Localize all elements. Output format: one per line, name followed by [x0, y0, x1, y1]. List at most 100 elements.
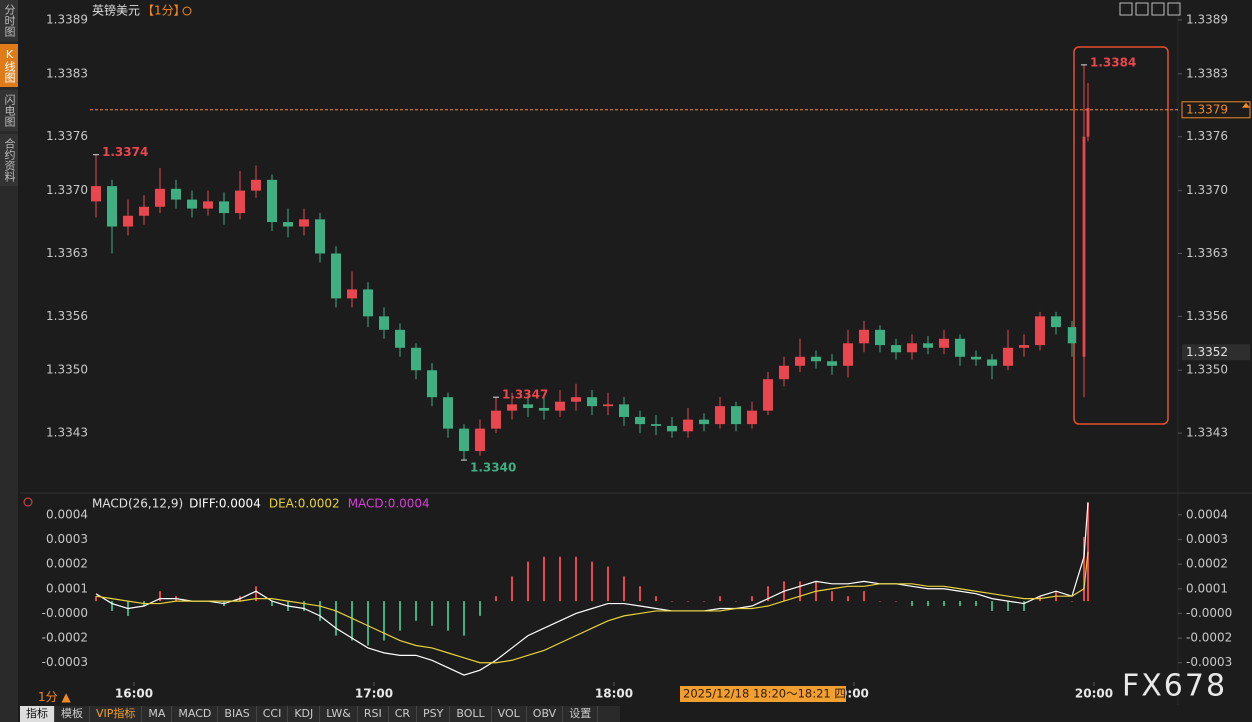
- sidebar: 分时图 K线图闪电图合约资料: [0, 0, 18, 722]
- candle-body: [875, 329, 885, 346]
- macd-bar: [111, 601, 113, 611]
- candle-body: [859, 329, 869, 344]
- y-tick-label: -0.0002: [1186, 631, 1232, 645]
- candle-body: [315, 219, 325, 254]
- y-tick-label: 1.3370: [46, 183, 88, 197]
- candle-body: [331, 253, 341, 299]
- macd-bar: [463, 601, 465, 636]
- x-tick-label: 18:00: [595, 687, 633, 701]
- watermark: FX678: [1122, 669, 1227, 704]
- chart-title: 英镑美元: [92, 3, 140, 18]
- side-tab[interactable]: K线图: [0, 44, 18, 87]
- y-tick-label: 1.3376: [1186, 129, 1228, 143]
- macd-bar: [367, 601, 369, 646]
- macd-bar: [623, 576, 625, 602]
- candle-body: [123, 215, 133, 227]
- y-tick-label: 1.3356: [1186, 309, 1228, 323]
- macd-bar: [703, 601, 705, 602]
- toolbar-button[interactable]: 模板: [55, 706, 90, 722]
- macd-bar: [415, 601, 417, 621]
- candle-body: [443, 397, 453, 429]
- macd-bar: [303, 601, 305, 611]
- macd-bar: [927, 601, 929, 607]
- macd-bar: [591, 561, 593, 602]
- macd-bar: [767, 586, 769, 602]
- period-selector[interactable]: 1分 ▲: [38, 690, 71, 704]
- x-tick-label: 17:00: [355, 687, 393, 701]
- candle-body: [731, 406, 741, 425]
- y-tick-label: 0.0003: [46, 532, 88, 546]
- y-tick-label: 0.0004: [1186, 507, 1228, 521]
- candle-body: [1003, 347, 1013, 366]
- last-price-box: [1181, 101, 1251, 119]
- candle-body: [891, 345, 901, 353]
- macd-line: [95, 551, 1089, 664]
- candle-body: [251, 179, 261, 191]
- toolbar-button[interactable]: BIAS: [218, 706, 257, 722]
- highlight-box: [1073, 46, 1169, 425]
- last-price-label: 1.3379: [1186, 102, 1228, 116]
- macd-bar: [863, 591, 865, 602]
- cursor-time-box: [680, 686, 846, 702]
- candle-body: [363, 289, 373, 317]
- y-tick-label: 0.0001: [1186, 581, 1228, 595]
- toolbar-button[interactable]: RSI: [358, 706, 389, 722]
- toolbar-button[interactable]: KDJ: [288, 706, 321, 722]
- toolbar-button[interactable]: PSY: [417, 706, 451, 722]
- toolbar-button[interactable]: BOLL: [450, 706, 492, 722]
- candle-body: [955, 338, 965, 357]
- toolbar-button[interactable]: VIP指标: [90, 706, 143, 722]
- x-tick-label: 20:00: [1075, 687, 1113, 701]
- y-tick-label: -0.0002: [42, 631, 88, 645]
- macd-bar: [639, 586, 641, 602]
- candle-body: [747, 410, 757, 425]
- side-tab[interactable]: 合约资料: [0, 134, 18, 186]
- macd-title: MACD(26,12,9): [92, 497, 183, 511]
- candle-body: [715, 406, 725, 425]
- macd-bar: [431, 601, 433, 626]
- candle-body: [475, 428, 485, 452]
- extreme-label: 1.3340: [470, 461, 516, 475]
- legend-label: MACD:0.0004: [348, 497, 430, 511]
- candle-body: [603, 404, 613, 407]
- interval-label: 【1分】: [142, 4, 186, 18]
- candle-body: [91, 186, 101, 202]
- candle-body: [1082, 136, 1086, 357]
- macd-bar: [255, 586, 257, 602]
- toolbar-button[interactable]: MA: [142, 706, 173, 722]
- macd-bar: [671, 601, 673, 602]
- toolbar-button[interactable]: OBV: [527, 706, 564, 722]
- toolbar-button[interactable]: LW&: [320, 706, 358, 722]
- candle-body: [779, 365, 789, 380]
- toolbar-button[interactable]: MACD: [172, 706, 219, 722]
- toolbar-button[interactable]: 指标: [20, 706, 55, 722]
- candle-body: [827, 361, 837, 366]
- candle-body: [811, 356, 821, 362]
- candle-body: [619, 404, 629, 417]
- toolbar-button[interactable]: CCI: [257, 706, 289, 722]
- toolbar-button[interactable]: CR: [389, 706, 418, 722]
- candle-body: [763, 379, 773, 411]
- indicator-icon[interactable]: [23, 497, 33, 507]
- extreme-label: 1.3347: [502, 388, 548, 402]
- toolbar-button[interactable]: 设置: [563, 706, 599, 722]
- y-tick-label: -0.0003: [1186, 655, 1232, 669]
- macd-bar: [879, 601, 881, 602]
- toolbar-button[interactable]: VOL: [492, 706, 527, 722]
- candle-body: [139, 206, 149, 216]
- side-tab[interactable]: 闪电图: [0, 90, 18, 131]
- macd-bar: [895, 601, 897, 602]
- macd-bar: [751, 596, 753, 602]
- y-tick-label: 1.3343: [46, 426, 88, 440]
- y-tick-label: 1.3389: [46, 12, 88, 26]
- candle-body: [155, 188, 165, 207]
- y-tick-label: 1.3356: [46, 309, 88, 323]
- macd-bar: [1007, 601, 1009, 611]
- y-tick-label: 1.3370: [1186, 183, 1228, 197]
- macd-bar: [559, 556, 561, 602]
- y-tick-label: -0.0000: [1186, 606, 1232, 620]
- settings-icon[interactable]: [182, 6, 192, 16]
- macd-bar: [575, 556, 577, 602]
- candle-body: [187, 199, 197, 209]
- side-tab[interactable]: 分时图: [0, 0, 18, 41]
